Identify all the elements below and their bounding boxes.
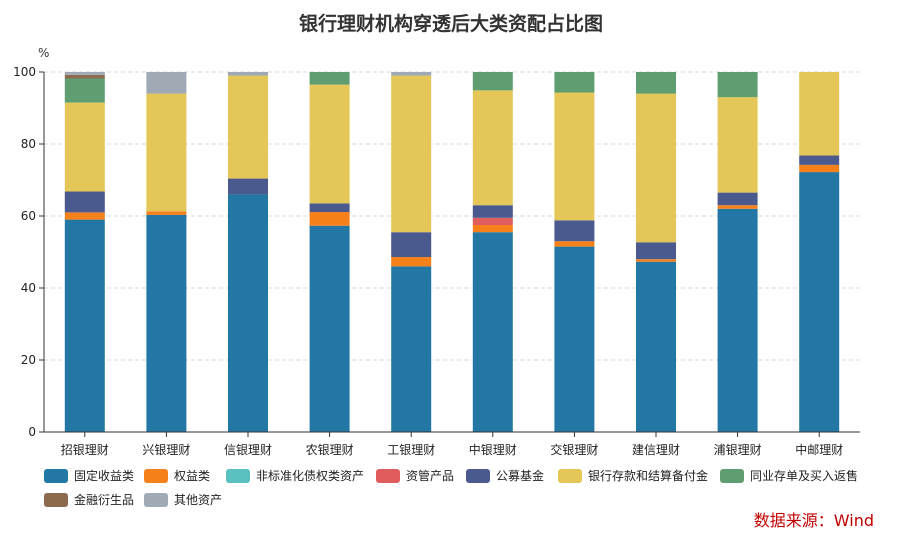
legend-label: 同业存单及买入返售 — [750, 468, 858, 483]
axes: 0 20 40 60 80 100 招银理财 兴银理财 信银理财 农银理财 工银理财 中银理财 交银理财… — [13, 65, 860, 457]
bar-segment — [554, 246, 595, 432]
legend-swatch — [720, 469, 744, 483]
x-tick-label: 招银理财 — [61, 443, 109, 457]
bar-segment — [309, 72, 350, 85]
x-tick-label: 中银理财 — [469, 442, 517, 457]
bar-segment — [146, 214, 187, 432]
bar-segment — [799, 164, 840, 173]
legend-label: 非标准化债权类资产 — [256, 469, 364, 483]
bar-segment — [472, 232, 513, 432]
bar-segment — [64, 219, 105, 432]
bar-segment — [799, 155, 840, 165]
legend-label: 固定收益类 — [74, 468, 134, 483]
legend-label: 银行存款和结算备付金 — [588, 468, 708, 483]
bar-segment — [799, 72, 840, 156]
bar-segment — [472, 72, 513, 91]
x-tick-label: 兴银理财 — [142, 443, 190, 457]
bar-segment — [64, 191, 105, 213]
bar-segment — [636, 93, 676, 243]
bar-segment — [391, 72, 432, 76]
bar-segment — [146, 93, 187, 212]
bar-segment — [64, 74, 105, 79]
bar-segment — [391, 266, 432, 432]
x-tick-label: 工银理财 — [387, 443, 435, 457]
bar-segment — [146, 72, 187, 94]
bar-segment — [309, 203, 350, 213]
legend-label: 权益类 — [174, 469, 210, 483]
y-tick-label: 80 — [21, 137, 36, 151]
bar-segment — [636, 261, 676, 432]
x-tick-label: 农银理财 — [306, 443, 354, 457]
bar-segment — [64, 72, 105, 75]
bar-segment — [391, 232, 432, 258]
y-tick-label: 40 — [21, 281, 36, 295]
bar-segment — [391, 75, 432, 233]
bar-segment — [64, 78, 105, 103]
legend-swatch — [44, 469, 68, 483]
bar-segment — [309, 84, 350, 204]
legend: 固定收益类 权益类 非标准化债权类资产 资管产品 公募基金 银行存款和结算备付金 同业存单及… — [44, 468, 858, 507]
x-tick-label: 中邮理财 — [795, 442, 843, 457]
bar-segment — [554, 241, 595, 247]
bar-segment — [309, 225, 350, 432]
bar-segment — [472, 205, 513, 218]
legend-label: 资管产品 — [406, 468, 454, 483]
bar-segment — [146, 211, 187, 215]
bar-segment — [64, 212, 105, 220]
legend-swatch — [558, 469, 582, 483]
legend-swatch — [226, 469, 250, 483]
bar-segment — [636, 259, 676, 262]
chart-title: 银行理财机构穿透后大类资配占比图 — [299, 12, 603, 35]
bar-segment — [228, 72, 268, 76]
bar-segment — [228, 75, 268, 179]
source-note: 数据来源：Wind — [754, 511, 874, 530]
bar-segment — [554, 220, 595, 242]
legend-swatch — [144, 493, 168, 507]
bar-segment — [799, 172, 840, 432]
bars — [64, 72, 840, 432]
bar-segment — [554, 92, 595, 221]
legend-label: 公募基金 — [496, 468, 544, 483]
bar-segment — [717, 97, 758, 193]
y-tick-label: 100 — [13, 65, 36, 79]
bar-segment — [64, 102, 105, 192]
legend-swatch — [466, 469, 490, 483]
bar-segment — [228, 178, 268, 195]
legend-label: 其他资产 — [174, 493, 222, 507]
bar-segment — [717, 205, 758, 209]
x-tick-label: 浦银理财 — [714, 443, 762, 457]
legend-swatch — [144, 469, 168, 483]
legend-swatch — [44, 493, 68, 507]
x-tick-label: 建信理财 — [632, 443, 680, 457]
y-tick-label: 0 — [28, 425, 36, 439]
bar-segment — [717, 72, 758, 98]
bar-segment — [717, 192, 758, 206]
y-tick-label: 20 — [21, 353, 36, 367]
bar-segment — [472, 90, 513, 206]
bar-segment — [228, 194, 268, 432]
legend-label: 金融衍生品 — [74, 492, 134, 507]
x-tick-label: 信银理财 — [224, 443, 272, 457]
y-axis-unit: % — [38, 46, 49, 60]
x-tick-label: 交银理财 — [550, 442, 598, 457]
bar-segment — [554, 72, 595, 93]
bar-segment — [472, 217, 513, 225]
bar-segment — [391, 257, 432, 267]
bar-segment — [472, 225, 513, 233]
legend-swatch — [376, 469, 400, 483]
y-tick-label: 60 — [21, 209, 36, 223]
bar-segment — [309, 212, 350, 226]
bar-segment — [636, 242, 676, 260]
bar-segment — [717, 208, 758, 432]
bar-segment — [636, 72, 676, 94]
